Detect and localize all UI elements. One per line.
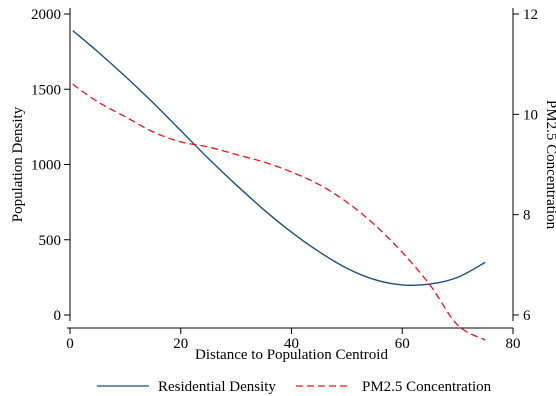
y2-axis-title: PM2.5 Concentration — [543, 100, 556, 230]
x-tick-label: 0 — [66, 336, 74, 352]
y-tick-label: 1000 — [31, 158, 61, 174]
y-tick-label: 0 — [54, 308, 62, 324]
y2-tick-label: 10 — [523, 107, 538, 123]
y-tick-label: 2000 — [31, 7, 61, 23]
y2-tick-label: 8 — [523, 208, 531, 224]
x-tick-label: 60 — [395, 336, 410, 352]
axes: 0 500 1000 1500 2000 6 8 10 12 0 20 40 60 80 — [31, 7, 538, 352]
x-tick-label: 40 — [284, 336, 299, 352]
y-axis-title: Population Density — [10, 106, 26, 222]
series-line-1 — [72, 30, 486, 287]
data-lines — [72, 30, 486, 341]
x-axis-title: Distance to Population Centroid — [195, 347, 388, 363]
legend-label-1: Residential Density — [158, 379, 276, 395]
y2-tick-label: 12 — [523, 7, 538, 23]
y-tick-label: 1500 — [31, 82, 61, 98]
x-tick-label: 80 — [506, 336, 521, 352]
legend: Residential Density PM2.5 Concentration — [97, 379, 492, 395]
x-tick-label: 20 — [173, 336, 188, 352]
series-line-2 — [72, 83, 486, 341]
legend-label-2: PM2.5 Concentration — [362, 379, 492, 395]
y2-tick-label: 6 — [523, 308, 531, 324]
y-tick-label: 500 — [39, 233, 62, 249]
